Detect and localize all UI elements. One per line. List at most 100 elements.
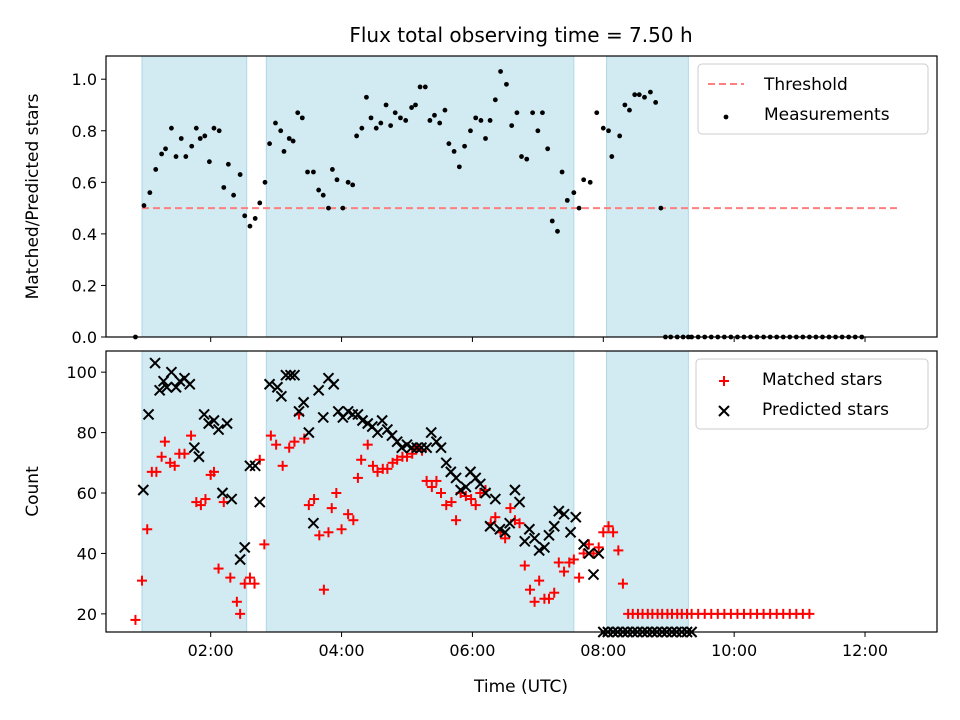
measurement-point [388, 123, 394, 129]
predicted-stars-point [288, 369, 301, 381]
predicted-stars-point [170, 381, 182, 393]
matched-stars-point [225, 572, 236, 583]
matched-stars-point [583, 539, 594, 550]
shaded-interval-3 [606, 55, 689, 338]
matched-stars-point [613, 545, 624, 556]
matched-stars-point [195, 500, 206, 511]
predicted-stars-point [509, 484, 521, 496]
predicted-stars-point [193, 451, 205, 463]
matched-stars-point [151, 466, 162, 477]
predicted-stars-point [523, 523, 536, 535]
predicted-stars-point [165, 366, 178, 378]
x-axis-label: Time (UTC) [473, 677, 568, 697]
measurement-point [571, 190, 577, 196]
measurement-point [147, 190, 153, 196]
measurement-point [498, 69, 503, 74]
measurement-point [278, 128, 284, 134]
matched-stars-point [608, 527, 619, 538]
y-tick-label: 0.4 [72, 225, 97, 244]
predicted-stars-point [553, 505, 565, 517]
measurement-point [622, 102, 628, 108]
predicted-stars-point [317, 411, 329, 424]
predicted-stars-point [188, 441, 201, 454]
measurement-point [587, 179, 593, 185]
predicted-stars-point [405, 441, 418, 454]
top-panel-shaded-intervals [141, 55, 689, 338]
predicted-stars-point [504, 517, 516, 529]
predicted-stars-point [352, 408, 364, 421]
x-tick-label: 08:00 [580, 641, 626, 660]
predicted-stars-point [244, 460, 256, 472]
predicted-stars-point [411, 441, 423, 454]
matched-stars-point [265, 430, 276, 441]
predicted-stars-point [519, 535, 531, 548]
predicted-stars-point [284, 369, 297, 381]
measurement-point [163, 146, 168, 152]
predicted-stars-point [346, 408, 359, 421]
predicted-stars-point [420, 441, 433, 454]
matched-stars-point [331, 488, 342, 499]
measurement-point [504, 81, 509, 87]
matched-stars-point [372, 466, 383, 477]
predicted-stars-point [415, 441, 428, 454]
matched-stars-point [303, 500, 314, 511]
measurement-point [216, 128, 222, 134]
matched-stars-point [446, 497, 457, 508]
measurement-point [468, 128, 473, 134]
measurement-point [545, 146, 551, 152]
matched-stars-point [352, 472, 363, 483]
predicted-stars-point [293, 405, 305, 418]
top-panel-frame [105, 55, 938, 338]
measurement-point [281, 148, 287, 154]
measurement-point [169, 125, 174, 131]
matched-stars-point [392, 454, 403, 465]
predicted-stars-point [312, 384, 325, 396]
predicted-stars-point [513, 496, 526, 508]
matched-stars-point [208, 466, 219, 477]
measurement-point [252, 216, 258, 221]
matched-stars-point [466, 494, 477, 505]
matched-stars-point [593, 542, 604, 553]
measurement-point [642, 94, 647, 100]
measurement-point [483, 136, 488, 141]
predicted-stars-point [489, 493, 502, 505]
shaded-interval-1 [141, 55, 248, 338]
y-tick-label: 0.8 [72, 122, 97, 141]
measurement-point [559, 169, 565, 175]
measurement-point [206, 159, 212, 165]
predicted-stars-point [570, 511, 582, 523]
matched-stars-point [431, 475, 442, 486]
matched-stars-point [343, 509, 354, 520]
matched-stars-point [804, 608, 815, 619]
measurement-point [609, 154, 615, 159]
matched-stars-point [470, 500, 481, 511]
measurement-point [211, 125, 217, 131]
predicted-stars-point [430, 435, 443, 448]
legend-label: Matched stars [762, 370, 882, 390]
measurement-point [451, 148, 457, 154]
measurement-point [197, 136, 203, 141]
measurement-point [193, 125, 199, 131]
measurement-point [456, 164, 462, 170]
predicted-stars-point [142, 408, 155, 421]
matched-stars-point [314, 530, 325, 541]
shaded-interval-2 [265, 55, 575, 338]
matched-stars-point [271, 439, 282, 450]
measurement-point [247, 223, 253, 229]
predicted-stars-point [149, 357, 161, 369]
matched-stars-point [142, 524, 153, 535]
measurement-point [462, 143, 467, 149]
measurement-point [514, 110, 520, 116]
matched-stars-point [235, 608, 246, 619]
measurement-point [509, 123, 515, 129]
matched-stars-point [421, 475, 432, 486]
measurement-point [564, 197, 570, 203]
matched-stars-point [367, 460, 378, 471]
measurement-point [373, 125, 379, 131]
measurement-point [600, 125, 606, 131]
matched-stars-point [362, 439, 373, 450]
y-tick-label: 100 [66, 363, 97, 382]
legend-box [697, 63, 929, 135]
predicted-stars-point [225, 493, 238, 505]
measurement-point [225, 161, 231, 167]
